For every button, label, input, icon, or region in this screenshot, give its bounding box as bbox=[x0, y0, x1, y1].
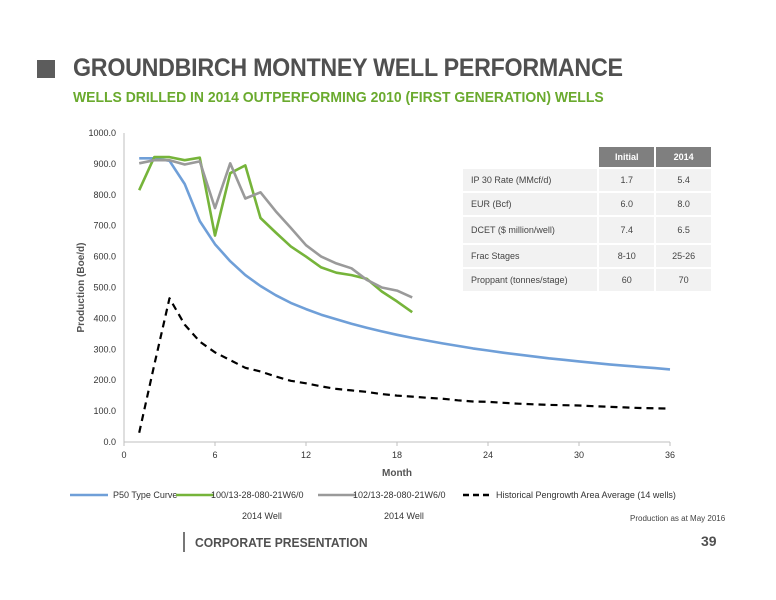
row-label: EUR (Bcf) bbox=[463, 191, 599, 216]
row-initial-value: 6.0 bbox=[597, 191, 656, 216]
table-row: IP 30 Rate (MMcf/d) 1.7 5.4 bbox=[463, 167, 711, 192]
row-initial-value: 60 bbox=[597, 267, 656, 291]
x-tick-label: 12 bbox=[301, 450, 311, 460]
y-tick-label: 900.0 bbox=[93, 159, 116, 169]
series-line-3 bbox=[138, 158, 413, 299]
x-tick-label: 30 bbox=[574, 450, 584, 460]
y-tick-label: 800.0 bbox=[93, 190, 116, 200]
row-2014-value: 25-26 bbox=[654, 243, 711, 268]
x-axis-title: Month bbox=[382, 468, 412, 479]
x-tick-label: 18 bbox=[392, 450, 402, 460]
y-tick-label: 600.0 bbox=[93, 252, 116, 262]
page-number: 39 bbox=[701, 533, 717, 549]
legend-label: Historical Pengrowth Area Average (14 we… bbox=[496, 490, 676, 500]
legend-label: P50 Type Curve bbox=[113, 490, 177, 500]
legend-label: 102/13-28-080-21W6/0 bbox=[353, 490, 446, 500]
row-2014-value: 70 bbox=[654, 267, 711, 291]
y-tick-label: 700.0 bbox=[93, 221, 116, 231]
table-row: EUR (Bcf) 6.0 8.0 bbox=[463, 191, 711, 216]
x-tick-label: 6 bbox=[212, 450, 217, 460]
y-axis-title: Production (Boe/d) bbox=[76, 243, 87, 333]
legend-sublabel: 2014 Well bbox=[242, 511, 282, 521]
row-label: Frac Stages bbox=[463, 243, 599, 268]
title-bullet-square bbox=[37, 60, 55, 78]
x-tick-label: 0 bbox=[121, 450, 126, 460]
row-initial-value: 1.7 bbox=[597, 167, 656, 192]
page-title: GROUNDBIRCH MONTNEY WELL PERFORMANCE bbox=[73, 54, 623, 82]
chart-legend: P50 Type Curve 100/13-28-080-21W6/0 2014 W… bbox=[70, 490, 676, 521]
row-label: IP 30 Rate (MMcf/d) bbox=[463, 167, 599, 192]
row-label: DCET ($ million/well) bbox=[463, 215, 599, 244]
y-tick-label: 0.0 bbox=[103, 437, 116, 447]
table-header-blank bbox=[463, 147, 598, 168]
series-line-4 bbox=[138, 297, 671, 433]
row-initial-value: 7.4 bbox=[597, 215, 656, 244]
table-row: Frac Stages 8-10 25-26 bbox=[463, 243, 711, 268]
footer-divider bbox=[183, 532, 185, 552]
row-2014-value: 5.4 bbox=[654, 167, 711, 192]
page-subtitle: WELLS DRILLED IN 2014 OUTPERFORMING 2010… bbox=[73, 89, 604, 106]
table-header-initial: Initial bbox=[597, 147, 656, 168]
chart-axes: 0.0 100.0 200.0 300.0 400.0 500.0 600.0 700.0 80… bbox=[76, 128, 675, 479]
legend-sublabel: 2014 Well bbox=[384, 511, 424, 521]
table-header-2014: 2014 bbox=[654, 147, 711, 168]
footer-title: CORPORATE PRESENTATION bbox=[195, 535, 368, 550]
chart-series bbox=[138, 155, 671, 433]
legend-label: 100/13-28-080-21W6/0 bbox=[211, 490, 304, 500]
well-comparison-table: Initial 2014 IP 30 Rate (MMcf/d) 1.7 5.4… bbox=[463, 147, 711, 291]
x-tick-label: 36 bbox=[665, 450, 675, 460]
series-line-2 bbox=[138, 155, 413, 314]
table-row: Proppant (tonnes/stage) 60 70 bbox=[463, 267, 711, 291]
y-tick-label: 1000.0 bbox=[88, 128, 116, 138]
y-tick-label: 100.0 bbox=[93, 406, 116, 416]
row-2014-value: 8.0 bbox=[654, 191, 711, 216]
table-header-row: Initial 2014 bbox=[463, 147, 711, 168]
y-tick-label: 500.0 bbox=[93, 283, 116, 293]
x-tick-label: 24 bbox=[483, 450, 493, 460]
production-date-note: Production as at May 2016 bbox=[630, 514, 726, 523]
series-line-1 bbox=[139, 157, 671, 371]
y-tick-label: 300.0 bbox=[93, 344, 116, 354]
y-tick-label: 400.0 bbox=[93, 313, 116, 323]
row-label: Proppant (tonnes/stage) bbox=[463, 267, 599, 291]
y-tick-label: 200.0 bbox=[93, 375, 116, 385]
table-row: DCET ($ million/well) 7.4 6.5 bbox=[463, 215, 711, 244]
row-2014-value: 6.5 bbox=[654, 215, 711, 244]
row-initial-value: 8-10 bbox=[597, 243, 656, 268]
